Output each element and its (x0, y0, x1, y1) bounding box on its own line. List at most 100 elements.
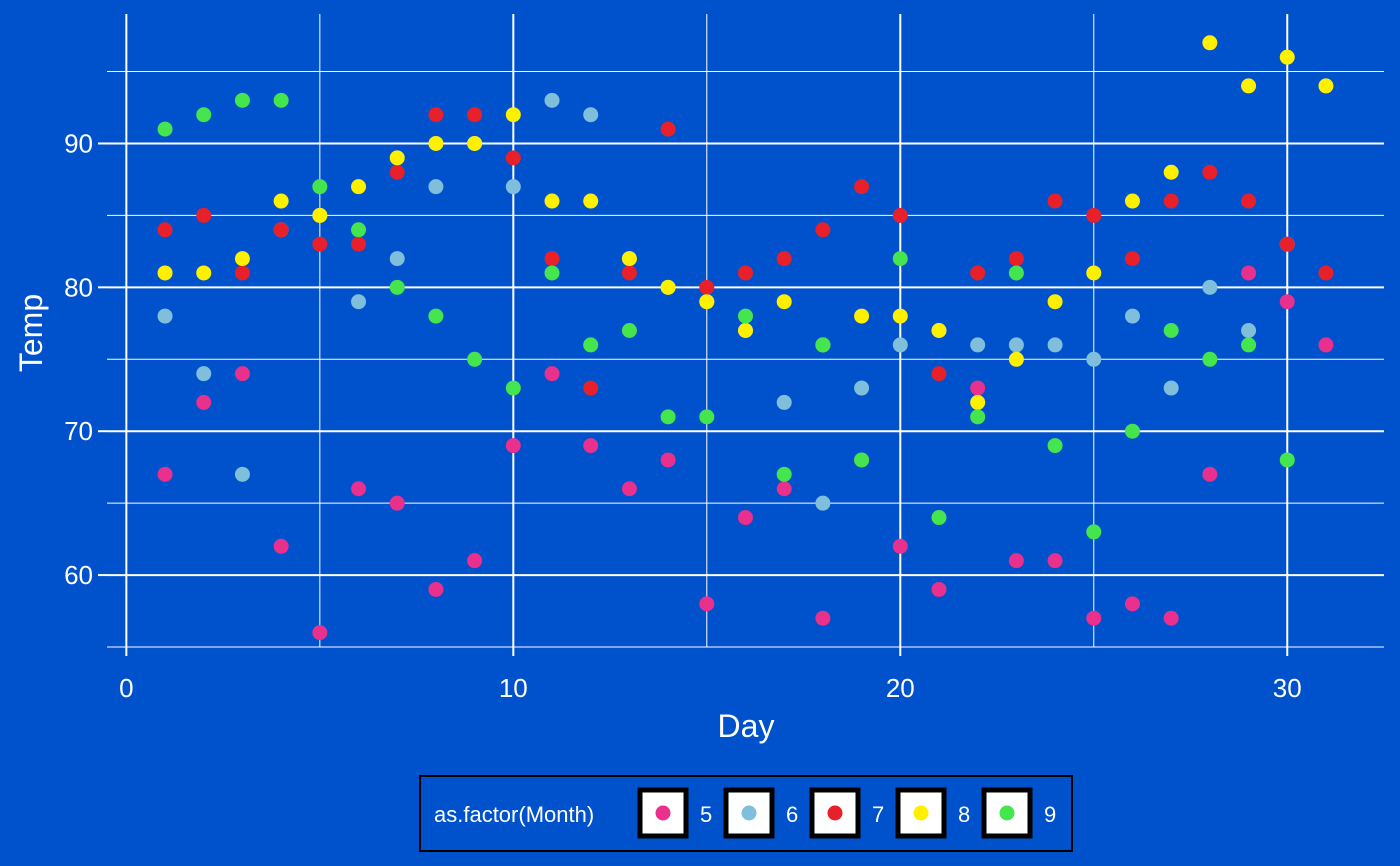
data-point-month-5 (544, 366, 560, 382)
data-points (157, 35, 1334, 641)
data-point-month-7 (157, 222, 173, 238)
data-point-month-7 (1124, 251, 1140, 267)
data-point-month-5 (931, 581, 947, 597)
data-point-month-7 (389, 164, 405, 180)
data-point-month-9 (970, 409, 986, 425)
data-point-month-9 (1241, 337, 1257, 353)
data-point-month-6 (1008, 337, 1024, 353)
data-point-month-7 (892, 207, 908, 223)
legend-title: as.factor(Month) (434, 802, 594, 827)
data-point-month-5 (351, 481, 367, 497)
data-point-month-7 (931, 366, 947, 382)
data-point-month-9 (428, 308, 444, 324)
data-point-month-7 (738, 265, 753, 281)
x-axis-title: Day (718, 708, 775, 744)
data-point-month-9 (312, 179, 328, 195)
x-tick-label: 10 (499, 673, 528, 703)
data-point-month-5 (273, 538, 289, 554)
data-point-month-7 (351, 236, 367, 252)
data-point-month-9 (389, 279, 405, 295)
data-point-month-5 (312, 625, 328, 641)
legend-swatch-7 (827, 805, 843, 821)
y-tick-label: 80 (64, 272, 93, 302)
data-point-month-9 (196, 107, 212, 123)
data-point-month-5 (1202, 466, 1218, 482)
data-point-month-6 (583, 107, 599, 123)
data-point-month-6 (196, 366, 212, 382)
data-point-month-6 (1163, 380, 1179, 396)
x-tick-label: 30 (1273, 673, 1302, 703)
data-point-month-7 (196, 207, 212, 223)
data-point-month-9 (892, 251, 908, 267)
legend-label-9: 9 (1044, 802, 1056, 827)
data-point-month-9 (1086, 524, 1102, 540)
data-point-month-5 (505, 438, 521, 454)
legend-key-9 (981, 787, 1033, 839)
data-point-month-6 (776, 394, 792, 410)
data-point-month-8 (312, 207, 328, 223)
data-point-month-8 (389, 150, 405, 166)
x-tick-label: 0 (119, 673, 133, 703)
data-point-month-9 (621, 323, 637, 338)
data-point-month-5 (583, 438, 599, 454)
data-point-month-7 (970, 265, 986, 281)
data-point-month-8 (157, 265, 173, 281)
data-point-month-8 (1318, 78, 1334, 94)
data-point-month-8 (544, 193, 560, 209)
data-point-month-7 (544, 251, 560, 267)
data-point-month-7 (234, 265, 250, 281)
data-point-month-8 (738, 323, 753, 338)
data-point-month-7 (1008, 251, 1024, 267)
data-point-month-9 (815, 337, 831, 353)
data-point-month-5 (699, 596, 715, 612)
data-point-month-6 (1047, 337, 1063, 353)
data-point-month-8 (583, 193, 599, 209)
data-point-month-5 (1241, 265, 1257, 281)
y-tick-label: 70 (64, 416, 93, 446)
data-point-month-9 (1124, 423, 1140, 439)
data-point-month-8 (970, 394, 986, 410)
data-point-month-6 (351, 294, 367, 310)
data-point-month-9 (660, 409, 676, 425)
data-point-month-5 (621, 481, 637, 497)
data-point-month-5 (467, 553, 483, 569)
data-point-month-8 (1279, 49, 1295, 65)
y-tick-label: 60 (64, 560, 93, 590)
data-point-month-8 (621, 251, 637, 267)
data-point-month-8 (660, 279, 676, 295)
data-point-month-7 (815, 222, 831, 238)
data-point-month-6 (544, 92, 560, 108)
data-point-month-8 (234, 251, 250, 267)
data-point-month-5 (660, 452, 676, 468)
data-point-month-5 (1279, 294, 1295, 310)
major-gridlines (107, 14, 1384, 647)
data-point-month-7 (776, 251, 792, 267)
x-tick-label: 20 (886, 673, 915, 703)
data-point-month-5 (1163, 610, 1179, 626)
data-point-month-7 (854, 179, 870, 195)
data-point-month-9 (583, 337, 599, 353)
data-point-month-9 (931, 510, 947, 526)
data-point-month-7 (660, 121, 676, 137)
data-point-month-7 (1086, 207, 1102, 223)
data-point-month-8 (854, 308, 870, 324)
data-point-month-9 (1163, 323, 1179, 338)
data-point-month-5 (389, 495, 405, 511)
y-axis-title: Temp (13, 294, 49, 372)
data-point-month-8 (1202, 35, 1218, 51)
data-point-month-9 (1202, 351, 1218, 367)
data-point-month-5 (815, 610, 831, 626)
data-point-month-9 (1279, 452, 1295, 468)
legend-label-8: 8 (958, 802, 970, 827)
legend-swatch-9 (999, 805, 1015, 821)
data-point-month-5 (970, 380, 986, 396)
data-point-month-9 (467, 351, 483, 367)
data-point-month-8 (1008, 351, 1024, 367)
data-point-month-6 (970, 337, 986, 353)
data-point-month-5 (1047, 553, 1063, 569)
data-point-month-6 (1086, 351, 1102, 367)
data-point-month-5 (892, 538, 908, 554)
data-point-month-6 (505, 179, 521, 195)
y-axis-ticks: 60 70 80 90 (64, 128, 107, 590)
data-point-month-8 (1124, 193, 1140, 209)
